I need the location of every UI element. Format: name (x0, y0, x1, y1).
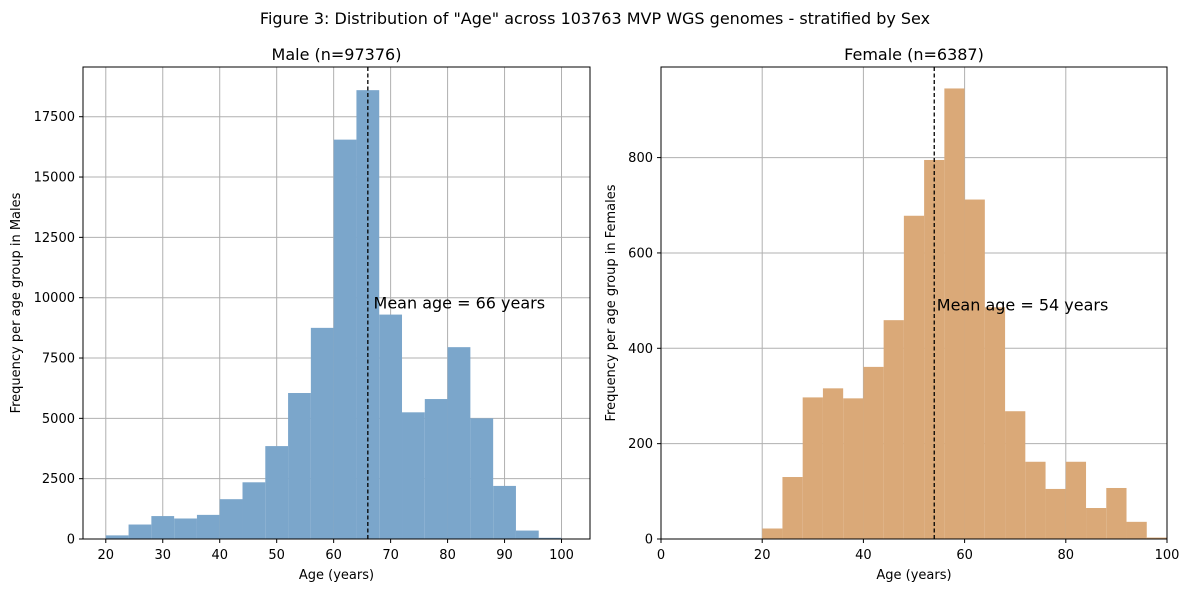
female-mean-annotation: Mean age = 54 years (937, 295, 1109, 314)
female-bar (944, 88, 965, 540)
female-ytick-label: 200 (628, 437, 653, 452)
male-ytick-label: 12500 (34, 231, 75, 246)
female-bar (1126, 521, 1147, 539)
male-ytick-label: 5000 (42, 412, 75, 427)
female-xtick-label: 40 (855, 548, 872, 563)
male-ytick-label: 17500 (34, 110, 75, 125)
figure-suptitle: Figure 3: Distribution of "Age" across 1… (260, 9, 930, 28)
female-bar (782, 477, 803, 539)
male-bar (288, 393, 311, 539)
female-bar (1065, 461, 1087, 539)
male-ytick-label: 10000 (34, 291, 75, 306)
female-bar (1086, 508, 1107, 539)
female-bar (1005, 411, 1026, 539)
male-xtick-label: 20 (98, 548, 115, 563)
male-xtick-label: 40 (211, 548, 228, 563)
female-xtick-label: 80 (1058, 548, 1075, 563)
male-bar (242, 482, 266, 539)
male-xtick-label: 90 (496, 548, 513, 563)
female-bar (1106, 487, 1127, 539)
male-bar (515, 530, 539, 539)
female-bar (984, 307, 1006, 539)
male-xtick-label: 30 (154, 548, 171, 563)
female-bar (762, 528, 783, 539)
female-bar (822, 388, 844, 539)
male-histogram-panel: Mean age = 66 years 20 30 40 50 60 70 80 90 100 0 2… (9, 45, 591, 583)
male-ytick-label: 15000 (34, 171, 75, 186)
male-bar (265, 446, 289, 539)
male-bar (333, 139, 357, 539)
female-bar (863, 366, 884, 539)
male-bar (174, 518, 197, 539)
male-y-axis-label: Frequency per age group in Males (9, 192, 24, 413)
male-bars (105, 90, 562, 539)
male-panel-title: Male (n=97376) (272, 45, 402, 64)
male-bar (402, 412, 425, 539)
male-bar (470, 418, 494, 539)
female-xtick-label: 60 (956, 548, 973, 563)
female-ytick-label: 800 (628, 151, 653, 166)
male-bar (196, 514, 220, 539)
male-xtick-label: 50 (268, 548, 285, 563)
female-panel-title: Female (n=6387) (844, 45, 984, 64)
female-ytick-label: 400 (628, 342, 653, 357)
male-bar (219, 499, 243, 539)
female-bar (964, 199, 985, 539)
female-bar (903, 215, 925, 539)
female-bar (1025, 461, 1046, 539)
male-ytick-label: 0 (67, 533, 75, 548)
female-bar (883, 320, 904, 539)
female-axes-frame (660, 66, 1168, 540)
male-bar (379, 314, 403, 539)
female-histogram-panel: Mean age = 54 years 0 20 40 60 80 100 0 200 400 60… (604, 45, 1179, 583)
male-bar (447, 347, 471, 539)
male-bar (128, 524, 152, 539)
male-xtick-label: 100 (549, 548, 574, 563)
male-bar (151, 516, 175, 539)
male-xtick-label: 60 (325, 548, 342, 563)
male-ytick-label: 2500 (42, 472, 75, 487)
male-bar (310, 327, 334, 539)
female-ytick-label: 600 (628, 246, 653, 261)
male-bar (424, 399, 448, 539)
male-ytick-label: 7500 (42, 352, 75, 367)
female-xtick-label: 100 (1155, 548, 1180, 563)
male-xtick-label: 70 (382, 548, 399, 563)
male-bar (105, 535, 129, 539)
female-bar (843, 398, 864, 539)
female-xtick-label: 20 (754, 548, 771, 563)
male-bar (493, 485, 516, 539)
male-x-axis-label: Age (years) (299, 568, 374, 583)
female-bars (762, 88, 1167, 540)
female-ytick-label: 0 (645, 533, 653, 548)
female-xtick-label: 0 (657, 548, 665, 563)
female-bar (1045, 488, 1066, 539)
female-bar (802, 397, 823, 539)
female-x-axis-label: Age (years) (876, 568, 951, 583)
female-y-axis-label: Frequency per age group in Females (604, 184, 619, 421)
female-bar (1146, 537, 1167, 539)
male-mean-annotation: Mean age = 66 years (374, 294, 546, 313)
male-axes-frame (82, 66, 591, 540)
male-bar (538, 537, 562, 539)
male-xtick-label: 80 (439, 548, 456, 563)
